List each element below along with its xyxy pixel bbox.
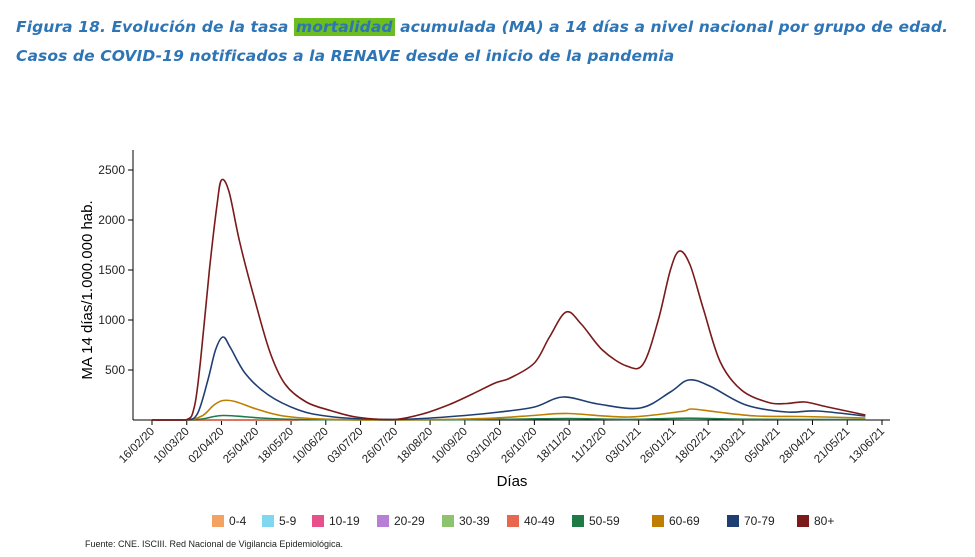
x-tick-label: 25/04/20 bbox=[221, 426, 261, 466]
x-tick-label: 11/12/20 bbox=[569, 426, 609, 466]
x-tick-label: 18/08/20 bbox=[395, 426, 435, 466]
figure-title: Figura 18. Evolución de la tasa mortalid… bbox=[16, 13, 966, 71]
legend-item-30-39: 30-39 bbox=[442, 513, 490, 529]
x-tick-label: 13/06/21 bbox=[847, 426, 887, 466]
series-line-80+ bbox=[151, 178, 866, 421]
legend-item-5-9: 5-9 bbox=[262, 513, 296, 529]
y-tick-label: 500 bbox=[105, 363, 125, 377]
legend-label: 20-29 bbox=[394, 514, 425, 528]
legend-item-60-69: 60-69 bbox=[652, 513, 700, 529]
x-axis-label: Días bbox=[497, 473, 528, 490]
legend-swatch bbox=[377, 515, 389, 527]
legend-item-10-19: 10-19 bbox=[312, 513, 360, 529]
x-tick-label: 18/02/21 bbox=[673, 426, 713, 466]
y-axis-label: MA 14 días/1.000.000 hab. bbox=[79, 200, 96, 379]
x-tick-label: 02/04/20 bbox=[187, 426, 227, 466]
y-tick-label: 2000 bbox=[98, 213, 125, 227]
figure-title-highlight: mortalidad bbox=[293, 18, 395, 36]
legend-label: 5-9 bbox=[279, 514, 297, 528]
x-tick-label: 10/09/20 bbox=[430, 426, 470, 466]
legend-label: 80+ bbox=[814, 514, 835, 528]
x-tick-label: 26/10/20 bbox=[499, 426, 539, 466]
legend-swatch bbox=[797, 515, 809, 527]
legend-swatch bbox=[312, 515, 324, 527]
legend-item-50-59: 50-59 bbox=[572, 513, 620, 529]
figure-title-prefix: Figura 18. Evolución de la tasa bbox=[16, 18, 294, 36]
figure-title-line2: Casos de COVID-19 notificados a la RENAV… bbox=[16, 47, 675, 65]
legend-swatch bbox=[507, 515, 519, 527]
legend-label: 40-49 bbox=[524, 514, 555, 528]
legend-swatch bbox=[212, 515, 224, 527]
chart-legend: 0-4 5-9 10-19 20-29 30-39 40-49 50-59 60-69 70-7… bbox=[212, 513, 834, 529]
legend-label: 50-59 bbox=[589, 514, 620, 528]
figure-title-suffix: acumulada (MA) a 14 días a nivel naciona… bbox=[394, 18, 949, 36]
y-tick-label: 1000 bbox=[98, 313, 125, 327]
legend-swatch bbox=[442, 515, 454, 527]
legend-swatch bbox=[262, 515, 274, 527]
figure-source: Fuente: CNE. ISCIII. Red Nacional de Vig… bbox=[85, 539, 343, 549]
series-line-60-69 bbox=[151, 399, 866, 421]
x-tick-label: 28/04/21 bbox=[777, 426, 817, 466]
legend-label: 60-69 bbox=[669, 514, 700, 528]
x-tick-label: 26/01/21 bbox=[638, 426, 678, 466]
legend-item-80+: 80+ bbox=[797, 513, 834, 529]
x-tick-label: 10/06/20 bbox=[291, 426, 331, 466]
y-tick-label: 1500 bbox=[98, 263, 125, 277]
x-tick-label: 10/03/20 bbox=[152, 426, 192, 466]
x-tick-label: 05/04/21 bbox=[743, 426, 783, 466]
legend-swatch bbox=[572, 515, 584, 527]
x-tick-label: 26/07/20 bbox=[360, 426, 400, 466]
y-tick-label: 2500 bbox=[98, 163, 125, 177]
x-tick-label: 16/02/20 bbox=[117, 426, 157, 466]
x-tick-label: 03/10/20 bbox=[465, 426, 505, 466]
x-tick-label: 03/01/21 bbox=[604, 426, 644, 466]
legend-item-70-79: 70-79 bbox=[727, 513, 775, 529]
chart-lines bbox=[151, 178, 866, 421]
x-tick-label: 03/07/20 bbox=[326, 426, 366, 466]
legend-item-20-29: 20-29 bbox=[377, 513, 425, 529]
legend-item-40-49: 40-49 bbox=[507, 513, 555, 529]
x-tick-label: 18/05/20 bbox=[256, 426, 296, 466]
x-tick-label: 21/05/21 bbox=[812, 426, 852, 466]
legend-label: 70-79 bbox=[744, 514, 775, 528]
legend-swatch bbox=[727, 515, 739, 527]
series-line-70-79 bbox=[151, 336, 866, 421]
legend-swatch bbox=[652, 515, 664, 527]
x-tick-label: 18/11/20 bbox=[535, 426, 575, 466]
legend-label: 0-4 bbox=[229, 514, 247, 528]
x-tick-label: 13/03/21 bbox=[708, 426, 748, 466]
legend-label: 10-19 bbox=[329, 514, 360, 528]
legend-item-0-4: 0-4 bbox=[212, 513, 246, 529]
legend-label: 30-39 bbox=[459, 514, 490, 528]
